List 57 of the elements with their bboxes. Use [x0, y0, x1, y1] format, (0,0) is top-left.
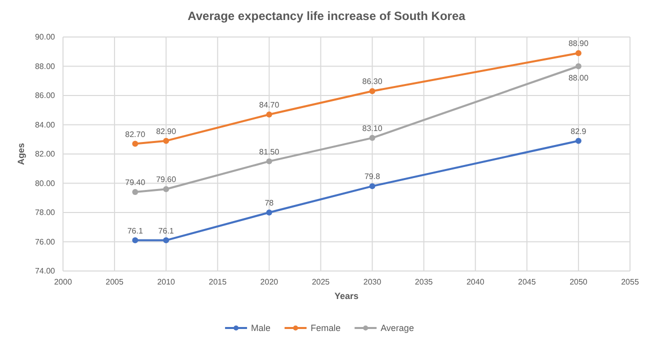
x-tick-label: 2020: [260, 278, 279, 287]
y-tick-label: 74.00: [34, 266, 56, 276]
data-label: 82.70: [125, 130, 146, 139]
y-tick-label: 84.00: [34, 120, 56, 130]
point: [266, 158, 272, 164]
x-tick-label: 2040: [466, 278, 485, 287]
data-label: 88.90: [568, 39, 590, 48]
data-label: 86.30: [362, 77, 383, 86]
point: [163, 237, 170, 244]
y-tick-label: 86.00: [34, 91, 56, 100]
x-tick-label: 2005: [106, 278, 124, 287]
y-axis-title: Ages: [16, 142, 26, 166]
legend-label: Average: [380, 323, 414, 333]
legend-label: Female: [310, 323, 341, 333]
x-tick-label: 2015: [208, 278, 228, 287]
data-label: 79.40: [125, 178, 146, 188]
x-tick-label: 2035: [414, 278, 434, 287]
x-tick-label: 2050: [570, 278, 588, 287]
x-tick-label: 2055: [621, 278, 640, 287]
data-label: 76.1: [158, 226, 174, 236]
point: [163, 138, 170, 144]
y-tick-label: 90.00: [34, 32, 56, 42]
point: [163, 186, 170, 192]
data-label: 79.60: [156, 175, 177, 184]
data-label: 83.10: [362, 124, 383, 133]
legend-label: Male: [251, 323, 271, 333]
data-label: 82.90: [156, 126, 177, 136]
data-label: 81.50: [259, 147, 280, 156]
data-label: 79.8: [364, 172, 381, 182]
data-label: 82.9: [570, 126, 587, 136]
x-axis-title: Years: [334, 291, 359, 301]
data-label: 88.00: [568, 73, 590, 82]
x-tick-label: 2010: [157, 278, 176, 287]
y-tick-label: 80.00: [34, 178, 56, 188]
point: [575, 138, 582, 144]
x-tick-label: 2045: [518, 278, 536, 287]
point: [575, 63, 582, 70]
point: [132, 140, 138, 147]
point: [132, 189, 138, 196]
data-label: 84.70: [259, 100, 280, 110]
point: [575, 50, 582, 56]
x-tick-label: 2030: [363, 278, 382, 287]
point: [369, 88, 376, 94]
point: [132, 237, 138, 244]
x-tick-label: 2000: [54, 278, 72, 287]
y-tick-label: 78.00: [34, 208, 56, 218]
y-tick-label: 88.00: [34, 62, 56, 71]
point: [369, 134, 376, 141]
y-tick-label: 76.00: [34, 237, 56, 246]
data-label: 76.1: [127, 226, 144, 236]
point: [369, 183, 376, 190]
chart-title: Average expectancy life increase of South Korea: [188, 9, 466, 23]
point: [266, 210, 272, 216]
y-tick-label: 82.00: [34, 150, 56, 159]
data-label: 78: [264, 198, 274, 208]
x-tick-label: 2025: [312, 278, 330, 287]
point: [266, 112, 272, 118]
